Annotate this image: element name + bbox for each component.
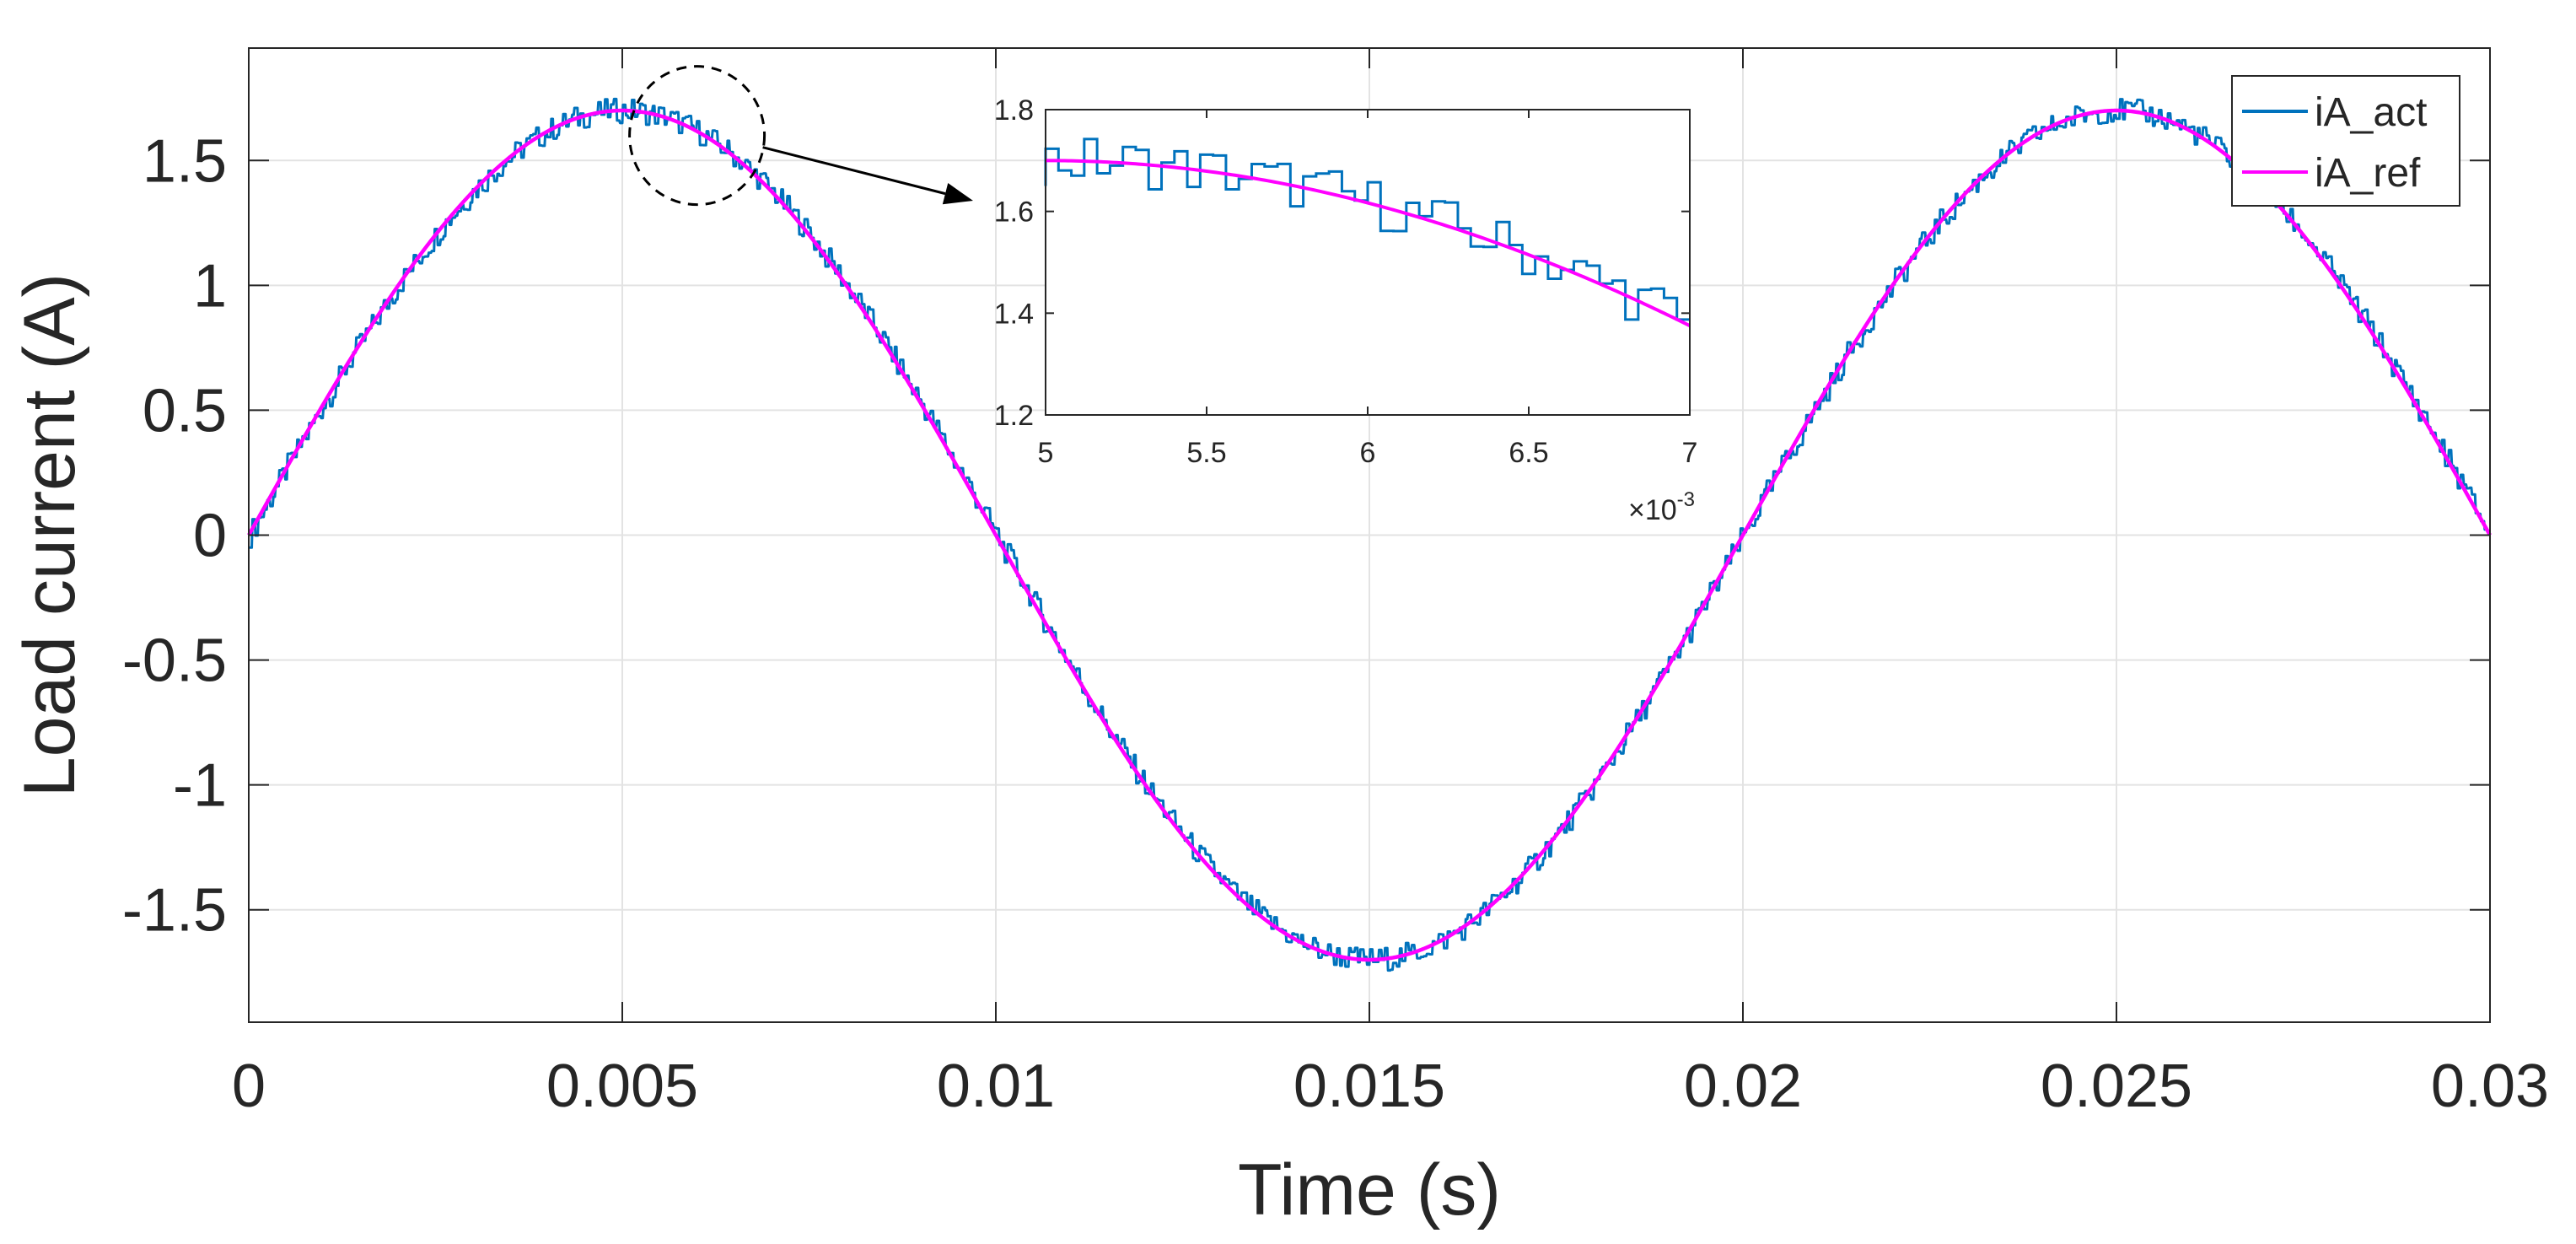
inset-axes: 5 5.5 6 6.5 7 1.2 1.4 1.6 1.8 ×10-3 [994,94,1698,526]
inset-x-exponent-power: -3 [1677,488,1695,511]
main-y-tick-label: 0 [193,503,227,570]
legend-entry-iA_act: iA_act [2315,90,2427,135]
y-axis-label: Load current (A) [9,273,90,797]
main-y-tick-label: -0.5 [122,627,227,695]
legend-entry-iA_ref: iA_ref [2315,151,2421,196]
inset-series [1044,137,1691,328]
main-x-tick-label: 0.005 [546,1053,698,1120]
x-axis-label: Time (s) [1238,1150,1501,1231]
legend-box [2231,75,2460,207]
legend: iA_act iA_ref [2231,75,2460,207]
series-line-iA_ref [247,108,2492,962]
main-x-tick-label: 0.03 [2431,1053,2549,1120]
main-x-tick-label: 0 [232,1053,266,1120]
inset-y-tick-label: 1.6 [994,197,1034,229]
inset-ticks [1045,109,1691,416]
main-x-tick-label: 0.025 [2041,1053,2192,1120]
inset-y-tick-label: 1.2 [994,400,1034,432]
main-tick-labels: 0 0.005 0.01 0.015 0.02 0.025 0.03 -1.5 -1 -0.5 0 0… [122,127,2549,1120]
main-x-tick-label: 0.01 [937,1053,1055,1120]
zoom-circle-annotation [628,65,766,207]
main-y-tick-label: 0.5 [143,377,227,444]
inset-x-tick-label: 5.5 [1186,437,1226,469]
inset-tick-labels: 5 5.5 6 6.5 7 1.2 1.4 1.6 1.8 [994,94,1698,469]
main-y-tick-label: -1.5 [122,877,227,945]
main-axes: 0 0.005 0.01 0.015 0.02 0.025 0.03 -1.5 -1 -0.5 0 0… [9,47,2549,1231]
inset-series-line-iA_ref [1045,159,1691,328]
main-x-tick-label: 0.02 [1684,1053,1802,1120]
main-y-tick-label: 1.5 [143,127,227,195]
inset-y-tick-label: 1.8 [994,94,1034,127]
zoom-arrowhead [942,183,973,205]
main-x-tick-label: 0.015 [1293,1053,1445,1120]
main-y-tick-label: 1 [193,252,227,320]
inset-series-line-iA_act [1044,137,1690,321]
main-ticks [248,48,2491,1022]
main-series [247,97,2492,972]
inset-x-exponent-base: ×10 [1628,494,1677,526]
inset-y-tick-label: 1.4 [994,298,1034,330]
main-y-tick-label: -1 [173,752,227,820]
inset-x-tick-label: 5 [1038,437,1054,469]
zoom-arrow [762,146,946,196]
inset-x-tick-label: 7 [1682,437,1698,469]
inset-background [1046,110,1690,415]
inset-x-tick-label: 6.5 [1508,437,1548,469]
series-line-iA_act [248,97,2491,972]
inset-x-exponent-label: ×10-3 [1628,488,1695,526]
inset-x-tick-label: 6 [1360,437,1376,469]
